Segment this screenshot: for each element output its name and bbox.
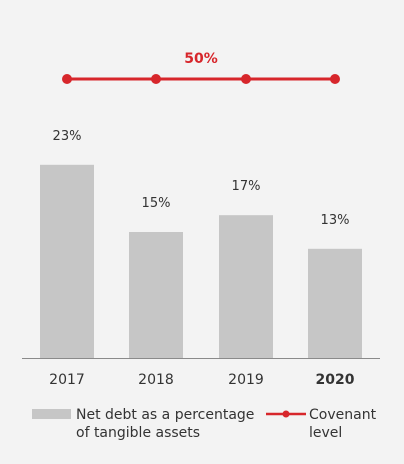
bar-value-label-2020: 13% [321,213,350,228]
bar-value-label-2019: 17% [232,179,261,194]
bar-2019 [219,215,273,358]
bar-value-label-2018: 15% [142,196,171,211]
x-tick-labels: 2017 2018 2019 2020 [49,372,355,388]
covenant-line-group: 50% [62,51,340,84]
covenant-marker-2017 [62,74,72,84]
covenant-marker-2019 [241,74,251,84]
bar-2017 [40,164,94,358]
covenant-marker-2018 [151,74,161,84]
legend-label-net-debt-line-2: of tangible assets [76,425,200,441]
legend-label-covenant-line-1: Covenant [309,407,377,423]
bar-2020 [308,248,362,358]
legend-swatch-net-debt [32,409,71,419]
x-tick-label-2017: 2017 [49,372,85,388]
x-tick-label-2020: 2020 [316,372,355,388]
x-tick-label-2019: 2019 [228,372,264,388]
covenant-value-label: 50% [184,51,218,67]
bar-value-label-2017: 23% [53,129,82,144]
x-tick-label-2018: 2018 [138,372,174,388]
legend-label-covenant-line-2: level [309,425,342,441]
bars-group: 23% 15% 17% 13% [40,129,362,358]
legend-swatch-covenant-marker [282,410,290,418]
covenant-marker-2020 [330,74,340,84]
legend-label-net-debt-line-1: Net debt as a percentage [76,407,254,423]
bar-2018 [129,232,183,358]
legend: Net debt as a percentage of tangible asse… [32,407,377,441]
